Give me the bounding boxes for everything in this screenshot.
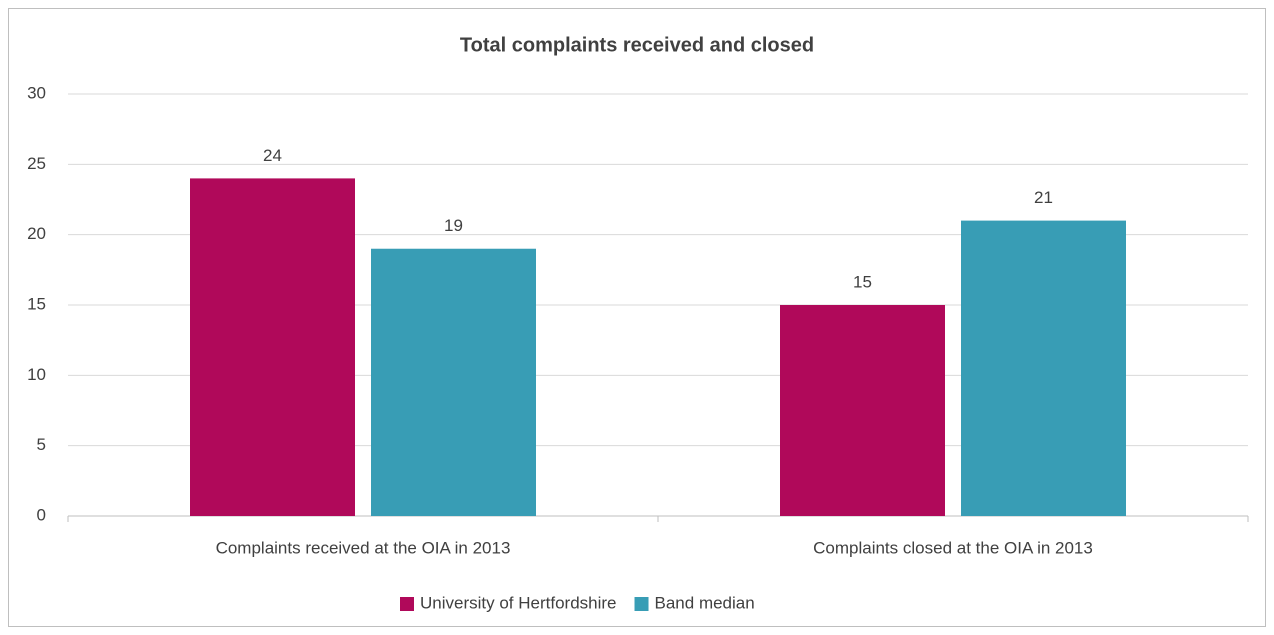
bar [961,220,1126,516]
legend-label: Band median [655,593,755,612]
x-tick-label: Complaints closed at the OIA in 2013 [813,538,1093,557]
bar [371,248,536,516]
legend-label: University of Hertfordshire [420,593,617,612]
y-tick-label: 20 [27,224,46,243]
y-tick-label: 5 [37,435,46,454]
y-tick-label: 30 [27,83,46,102]
legend-swatch [400,597,414,611]
y-tick-label: 25 [27,154,46,173]
legend-swatch [634,597,649,611]
data-label: 24 [263,146,282,165]
bar [780,305,945,516]
y-tick-label: 0 [37,505,46,524]
bar [190,178,355,516]
y-tick-label: 10 [27,365,46,384]
x-tick-label: Complaints received at the OIA in 2013 [216,538,511,557]
data-label: 15 [853,272,872,291]
y-tick-label: 15 [27,294,46,313]
data-label: 19 [444,216,463,235]
data-label: 21 [1034,188,1053,207]
chart-title: Total complaints received and closed [460,34,814,56]
